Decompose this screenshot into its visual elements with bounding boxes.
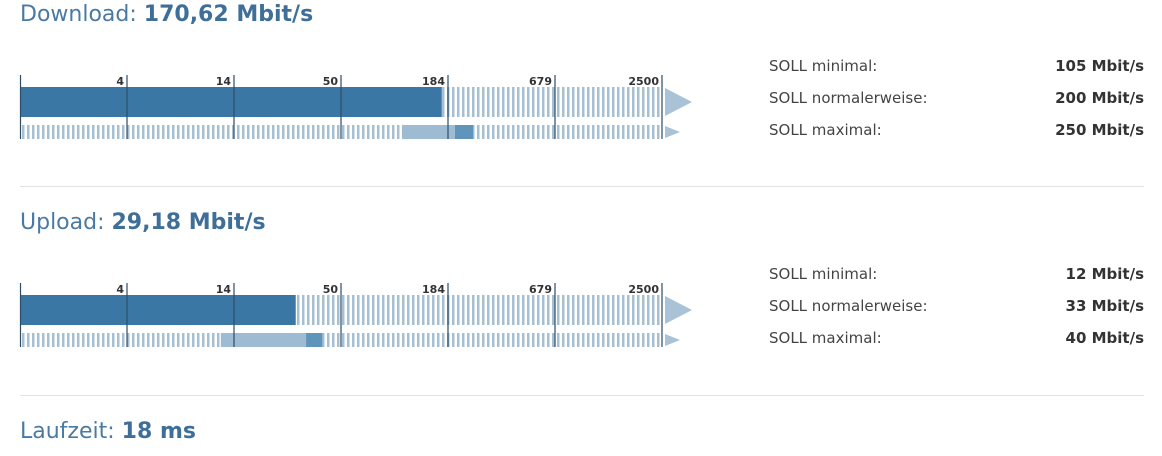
tick-label: 679	[529, 75, 552, 88]
latency-heading: Laufzeit: 18 ms	[20, 417, 196, 447]
tick-label: 14	[216, 75, 232, 88]
soll-row-normal: SOLL normalerweise: 200 Mbit/s	[769, 88, 1144, 120]
soll-normal-label: SOLL normalerweise:	[769, 89, 928, 107]
tick-label: 2500	[628, 75, 659, 88]
soll-row-maximal: SOLL maximal: 40 Mbit/s	[769, 328, 1144, 360]
soll-maximal-value: 40 Mbit/s	[1065, 329, 1144, 347]
tick-label: 184	[422, 75, 445, 88]
soll-normal-value: 33 Mbit/s	[1065, 297, 1144, 315]
range-min-typical	[401, 125, 455, 139]
download-heading: Download: 170,62 Mbit/s	[20, 0, 313, 30]
tick-label: 184	[422, 283, 445, 296]
download-soll-table: SOLL minimal: 105 Mbit/s SOLL normalerwe…	[769, 56, 1144, 152]
section-divider	[20, 395, 1144, 396]
range-typical-max	[306, 333, 323, 347]
range-typical-max	[454, 125, 474, 139]
latency-section: Laufzeit: 18 ms	[20, 417, 1144, 453]
upload-heading: Upload: 29,18 Mbit/s	[20, 208, 266, 238]
tick-label: 50	[323, 283, 339, 296]
latency-value: 18 ms	[121, 419, 196, 444]
tick-label: 4	[116, 75, 124, 88]
tick-label: 50	[323, 75, 339, 88]
download-section: Download: 170,62 Mbit/s 4 14 50 184 679 2500 …	[19, 0, 1144, 180]
tick-label: 2500	[628, 283, 659, 296]
upload-soll-table: SOLL minimal: 12 Mbit/s SOLL normalerwei…	[769, 264, 1144, 360]
tick-label: 14	[216, 283, 232, 296]
soll-normal-value: 200 Mbit/s	[1055, 89, 1144, 107]
soll-row-normal: SOLL normalerweise: 33 Mbit/s	[769, 296, 1144, 328]
upload-value: 29,18 Mbit/s	[111, 210, 266, 235]
range-arrow	[665, 126, 680, 138]
soll-maximal-label: SOLL maximal:	[769, 329, 882, 347]
soll-minimal-value: 12 Mbit/s	[1065, 265, 1144, 283]
range-arrow	[665, 334, 680, 346]
range-min-typical	[220, 333, 307, 347]
section-divider	[20, 186, 1144, 187]
upload-gauge: 4 14 50 184 679 2500	[19, 263, 700, 347]
measured-bar	[20, 87, 442, 117]
gauge-svg: 4 14 50 184 679 2500	[19, 283, 692, 347]
soll-normal-label: SOLL normalerweise:	[769, 297, 928, 315]
tick-label: 679	[529, 283, 552, 296]
gauge-svg: 4 14 50 184 679 2500	[19, 75, 692, 139]
bar-arrow	[665, 88, 692, 116]
soll-minimal-label: SOLL minimal:	[769, 265, 878, 283]
measured-bar	[20, 295, 296, 325]
soll-row-minimal: SOLL minimal: 12 Mbit/s	[769, 264, 1144, 296]
upload-section: Upload: 29,18 Mbit/s 4 14 50 184 679 2500 SOL…	[19, 208, 1144, 388]
bar-arrow	[665, 296, 692, 324]
tick-label: 4	[116, 283, 124, 296]
latency-label: Laufzeit:	[20, 419, 115, 444]
soll-row-minimal: SOLL minimal: 105 Mbit/s	[769, 56, 1144, 88]
download-gauge: 4 14 50 184 679 2500	[19, 55, 700, 139]
soll-minimal-label: SOLL minimal:	[769, 57, 878, 75]
upload-label: Upload:	[20, 210, 105, 235]
soll-maximal-label: SOLL maximal:	[769, 121, 882, 139]
soll-row-maximal: SOLL maximal: 250 Mbit/s	[769, 120, 1144, 152]
soll-maximal-value: 250 Mbit/s	[1055, 121, 1144, 139]
download-value: 170,62 Mbit/s	[143, 2, 314, 27]
download-label: Download:	[20, 2, 137, 27]
soll-minimal-value: 105 Mbit/s	[1055, 57, 1144, 75]
